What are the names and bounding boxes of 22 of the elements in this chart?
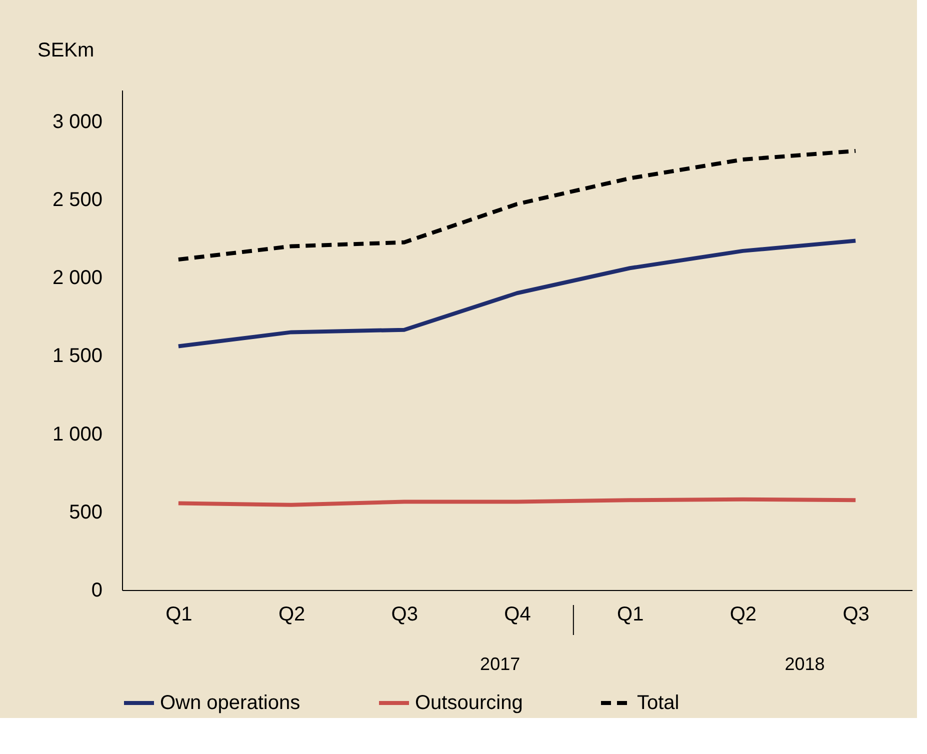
y-tick-label: 0 <box>91 580 102 602</box>
y-tick-label: 2 500 <box>52 188 102 211</box>
x-tick-label: Q4 <box>504 604 531 626</box>
legend-label: Outsourcing <box>415 692 523 714</box>
x-tick-label: Q3 <box>391 604 418 626</box>
x-tick-label: Q2 <box>278 604 306 626</box>
text: 2017 <box>480 654 520 674</box>
legend-label: Total <box>637 692 680 714</box>
x-tick-label: Q2 <box>730 604 757 626</box>
x-tick-label: Q1 <box>617 604 644 626</box>
line-series <box>176 148 858 262</box>
legend-label: Own operations <box>160 692 300 714</box>
y-tick-label: 2 000 <box>52 267 102 289</box>
x-tick-label: Q1 <box>166 604 192 626</box>
y-tick-label: 1 000 <box>52 423 102 446</box>
y-tick-label: 1 500 <box>52 345 102 368</box>
y-tick-label: 3 000 <box>52 110 102 133</box>
y-axis-title: SEKm <box>38 40 94 62</box>
text: 2018 <box>784 654 825 674</box>
x-tick-label: Q3 <box>842 604 870 626</box>
line-series <box>176 238 858 348</box>
y-tick-label: 500 <box>69 501 102 524</box>
